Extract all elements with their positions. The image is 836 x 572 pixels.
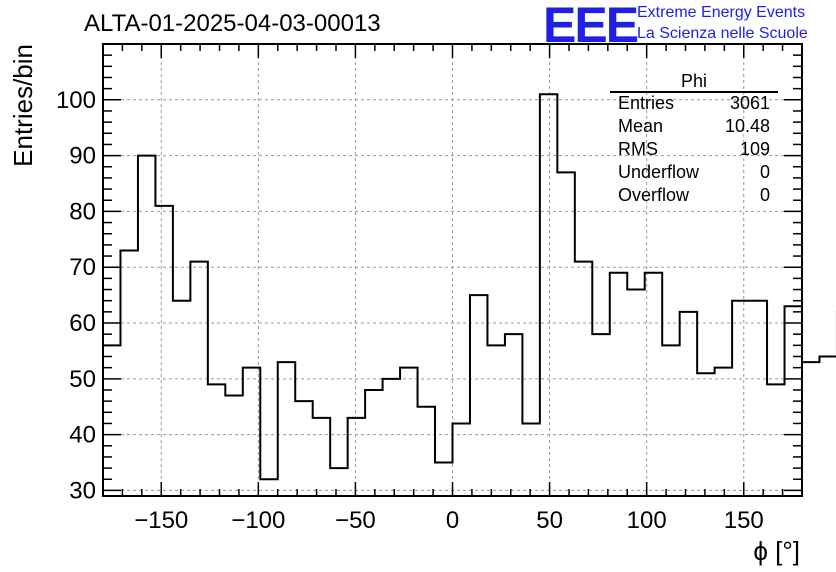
y-tick-label: 30	[69, 477, 96, 504]
stats-value: 10.48	[724, 116, 770, 136]
y-tick-label: 70	[69, 254, 96, 281]
stats-row-overflow: Overflow 0	[618, 185, 774, 207]
x-tick-label: −150	[134, 507, 188, 534]
y-tick-label: 90	[69, 143, 96, 170]
stats-value: 3061	[729, 93, 770, 113]
x-tick-label: 100	[627, 507, 667, 534]
y-tick-label: 80	[69, 198, 96, 225]
stats-row-rms: RMS 109	[618, 139, 774, 161]
stats-key: Entries	[618, 93, 675, 113]
x-axis-label: ϕ [°]	[753, 536, 800, 566]
y-tick-label: 40	[69, 422, 96, 449]
y-tick-label: 60	[69, 310, 96, 337]
stats-key: RMS	[618, 139, 658, 159]
eee-logo: EEE	[543, 0, 639, 53]
stats-value: 0	[759, 162, 770, 182]
stats-value: 0	[759, 185, 770, 205]
y-tick-label: 100	[56, 87, 96, 114]
logo-subtitle-2: La Scienza nelle Scuole	[637, 25, 808, 42]
stats-key: Mean	[618, 116, 664, 136]
grid-lines	[103, 44, 802, 496]
plot-frame	[102, 43, 803, 497]
stats-title: Phi	[680, 71, 707, 91]
logo-subtitle-1: Extreme Energy Events	[637, 4, 806, 21]
y-tick-labels: 30 40 50 60 70 80 90 100	[56, 87, 96, 505]
stats-row-entries: Entries 3061	[618, 93, 774, 115]
stats-divider	[610, 91, 778, 93]
stats-row-underflow: Underflow 0	[618, 162, 774, 184]
y-axis-label: Entries/bin	[8, 44, 38, 167]
x-tick-label: 0	[446, 507, 459, 534]
stats-value: 109	[739, 139, 770, 159]
stats-box: Phi Entries 3061 Mean 10.48 RMS 109 Unde…	[610, 70, 778, 210]
stats-key: Underflow	[618, 162, 700, 182]
x-tick-label: −50	[335, 507, 376, 534]
axis-ticks	[102, 43, 803, 496]
histogram-line	[103, 93, 836, 481]
x-tick-label: −100	[231, 507, 285, 534]
y-tick-label: 50	[69, 366, 96, 393]
x-tick-label: 50	[536, 507, 563, 534]
stats-key: Overflow	[618, 185, 690, 205]
stats-row-mean: Mean 10.48	[618, 116, 774, 138]
chart-title: ALTA-01-2025-04-03-00013	[84, 10, 381, 37]
x-tick-label: 150	[724, 507, 764, 534]
x-tick-labels: −150 −100 −50 0 50 100 150	[134, 507, 764, 534]
